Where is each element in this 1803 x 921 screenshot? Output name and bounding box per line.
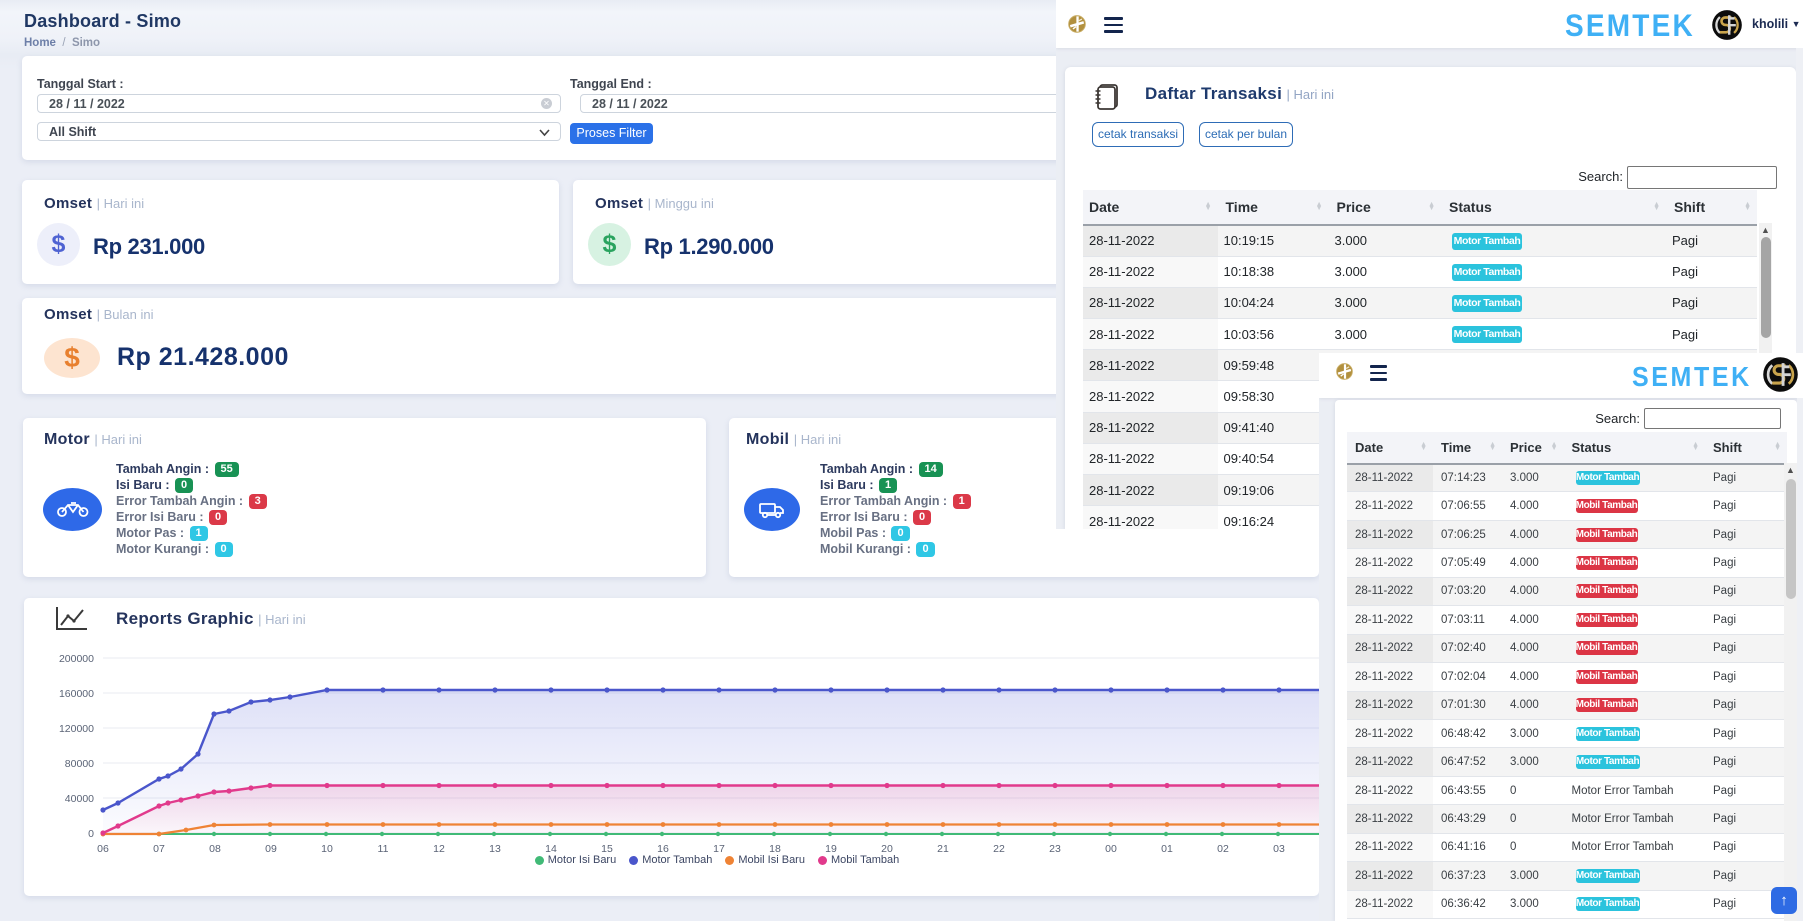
svg-text:13: 13 <box>489 843 501 855</box>
svg-text:12: 12 <box>433 843 445 855</box>
svg-text:15: 15 <box>601 843 613 855</box>
svg-text:00: 00 <box>1105 843 1117 855</box>
svg-text:120000: 120000 <box>59 723 94 735</box>
svg-text:01: 01 <box>1161 843 1173 855</box>
svg-text:07: 07 <box>153 843 165 855</box>
svg-text:03: 03 <box>1273 843 1285 855</box>
svg-text:23: 23 <box>1049 843 1061 855</box>
svg-text:17: 17 <box>713 843 725 855</box>
svg-text:08: 08 <box>209 843 221 855</box>
svg-text:19: 19 <box>825 843 837 855</box>
svg-text:09: 09 <box>265 843 277 855</box>
svg-text:80000: 80000 <box>65 758 94 770</box>
svg-text:11: 11 <box>378 843 389 855</box>
svg-text:200000: 200000 <box>59 653 94 665</box>
svg-text:22: 22 <box>993 843 1005 855</box>
svg-text:21: 21 <box>937 843 949 855</box>
svg-text:0: 0 <box>88 828 94 840</box>
svg-text:40000: 40000 <box>65 793 94 805</box>
svg-text:20: 20 <box>881 843 893 855</box>
svg-text:16: 16 <box>657 843 669 855</box>
svg-text:02: 02 <box>1217 843 1229 855</box>
svg-text:160000: 160000 <box>59 688 94 700</box>
svg-text:10: 10 <box>321 843 333 855</box>
svg-text:18: 18 <box>769 843 781 855</box>
svg-text:06: 06 <box>97 843 109 855</box>
svg-text:14: 14 <box>545 843 557 855</box>
